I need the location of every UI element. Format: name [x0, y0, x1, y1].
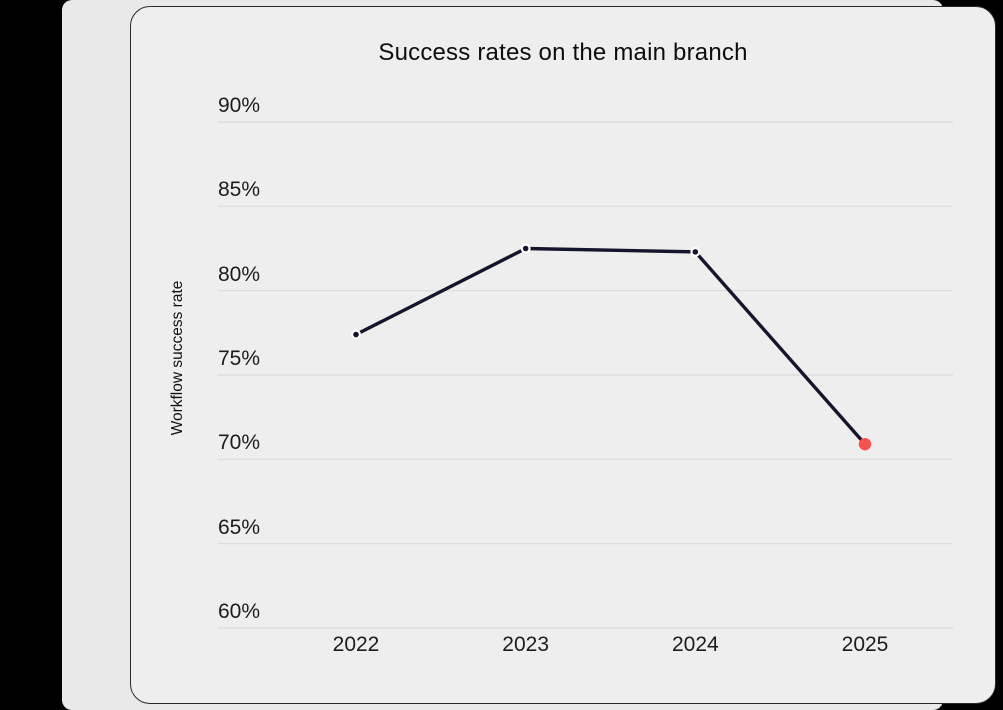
x-tick-label: 2022	[332, 633, 380, 656]
y-tick-label: 90%	[218, 94, 261, 117]
chart-title: Success rates on the main branch	[378, 39, 748, 66]
x-tick-label: 2025	[841, 633, 889, 656]
y-tick-label: 65%	[218, 515, 261, 539]
y-tick-label: 60%	[218, 600, 261, 623]
y-tick-label: 80%	[218, 262, 261, 286]
y-tick-label: 75%	[218, 347, 261, 370]
y-tick-label: 70%	[218, 431, 261, 455]
y-axis-label: Workflow success rate	[169, 280, 186, 436]
y-tick-label: 85%	[218, 178, 261, 202]
x-tick-label: 2023	[502, 633, 550, 656]
window-frame: Success rates on the main branch Workflo…	[62, 0, 996, 710]
data-point	[690, 246, 701, 257]
data-point	[520, 243, 531, 254]
data-point	[351, 329, 362, 340]
chart-svg	[218, 121, 953, 629]
data-point-highlighted	[858, 437, 872, 451]
data-line	[354, 246, 867, 446]
chart-card: Success rates on the main branch Workflo…	[130, 6, 996, 704]
x-tick-label: 2024	[671, 633, 719, 656]
